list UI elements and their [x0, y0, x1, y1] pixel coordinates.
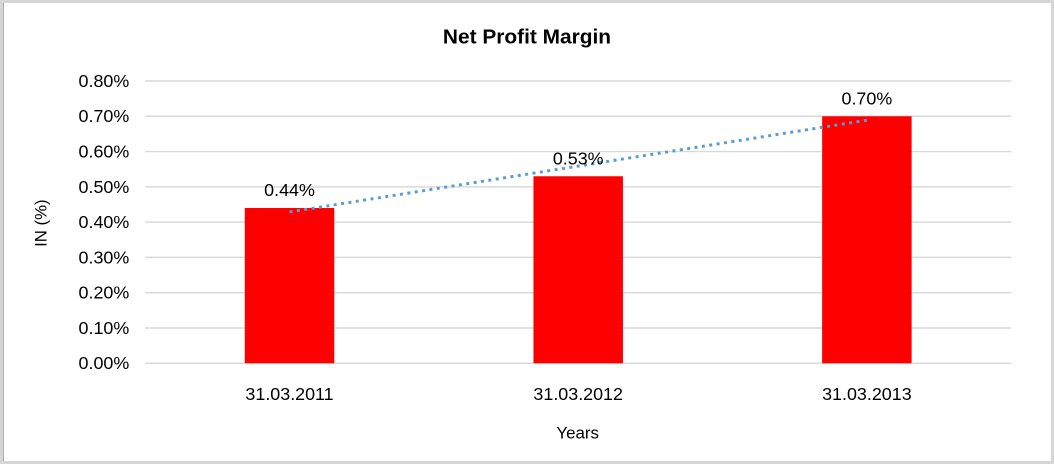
y-tick-label: 0.80% [79, 71, 130, 91]
y-axis-tick-labels: 0.00% 0.10% 0.20% 0.30% 0.40% 0.50% 0.60% 0.70%… [79, 71, 130, 373]
chart-title: Net Profit Margin [443, 26, 611, 49]
y-tick-label: 0.40% [79, 212, 130, 232]
y-tick-label: 0.70% [79, 106, 130, 126]
bar [822, 116, 912, 364]
x-axis-category-labels: 31.03.2011 31.03.2012 31.03.2013 [245, 384, 911, 404]
y-tick-label: 0.50% [79, 177, 130, 197]
data-labels: 0.44% 0.53% 0.70% [264, 88, 892, 200]
category-label: 31.03.2013 [822, 384, 912, 404]
x-axis-title: Years [556, 423, 599, 442]
trendline [289, 118, 868, 214]
trendline-dotted [289, 118, 868, 214]
bar [533, 176, 623, 364]
y-axis-title: IN (%) [32, 199, 51, 247]
y-tick-label: 0.00% [79, 353, 130, 373]
bar [244, 208, 335, 364]
data-label: 0.53% [553, 148, 604, 168]
data-label: 0.70% [842, 88, 893, 108]
y-tick-label: 0.10% [79, 318, 130, 338]
bar-series [244, 116, 912, 364]
net-profit-margin-chart: Net Profit Margin 0.00%0.10%0.20%0.30%0.… [32, 26, 1012, 442]
category-label: 31.03.2011 [245, 384, 333, 404]
y-tick-label: 0.60% [79, 142, 130, 162]
data-label: 0.44% [264, 180, 315, 200]
category-label: 31.03.2012 [533, 384, 623, 404]
y-tick-label: 0.20% [79, 283, 130, 303]
y-tick-label: 0.30% [79, 247, 130, 267]
